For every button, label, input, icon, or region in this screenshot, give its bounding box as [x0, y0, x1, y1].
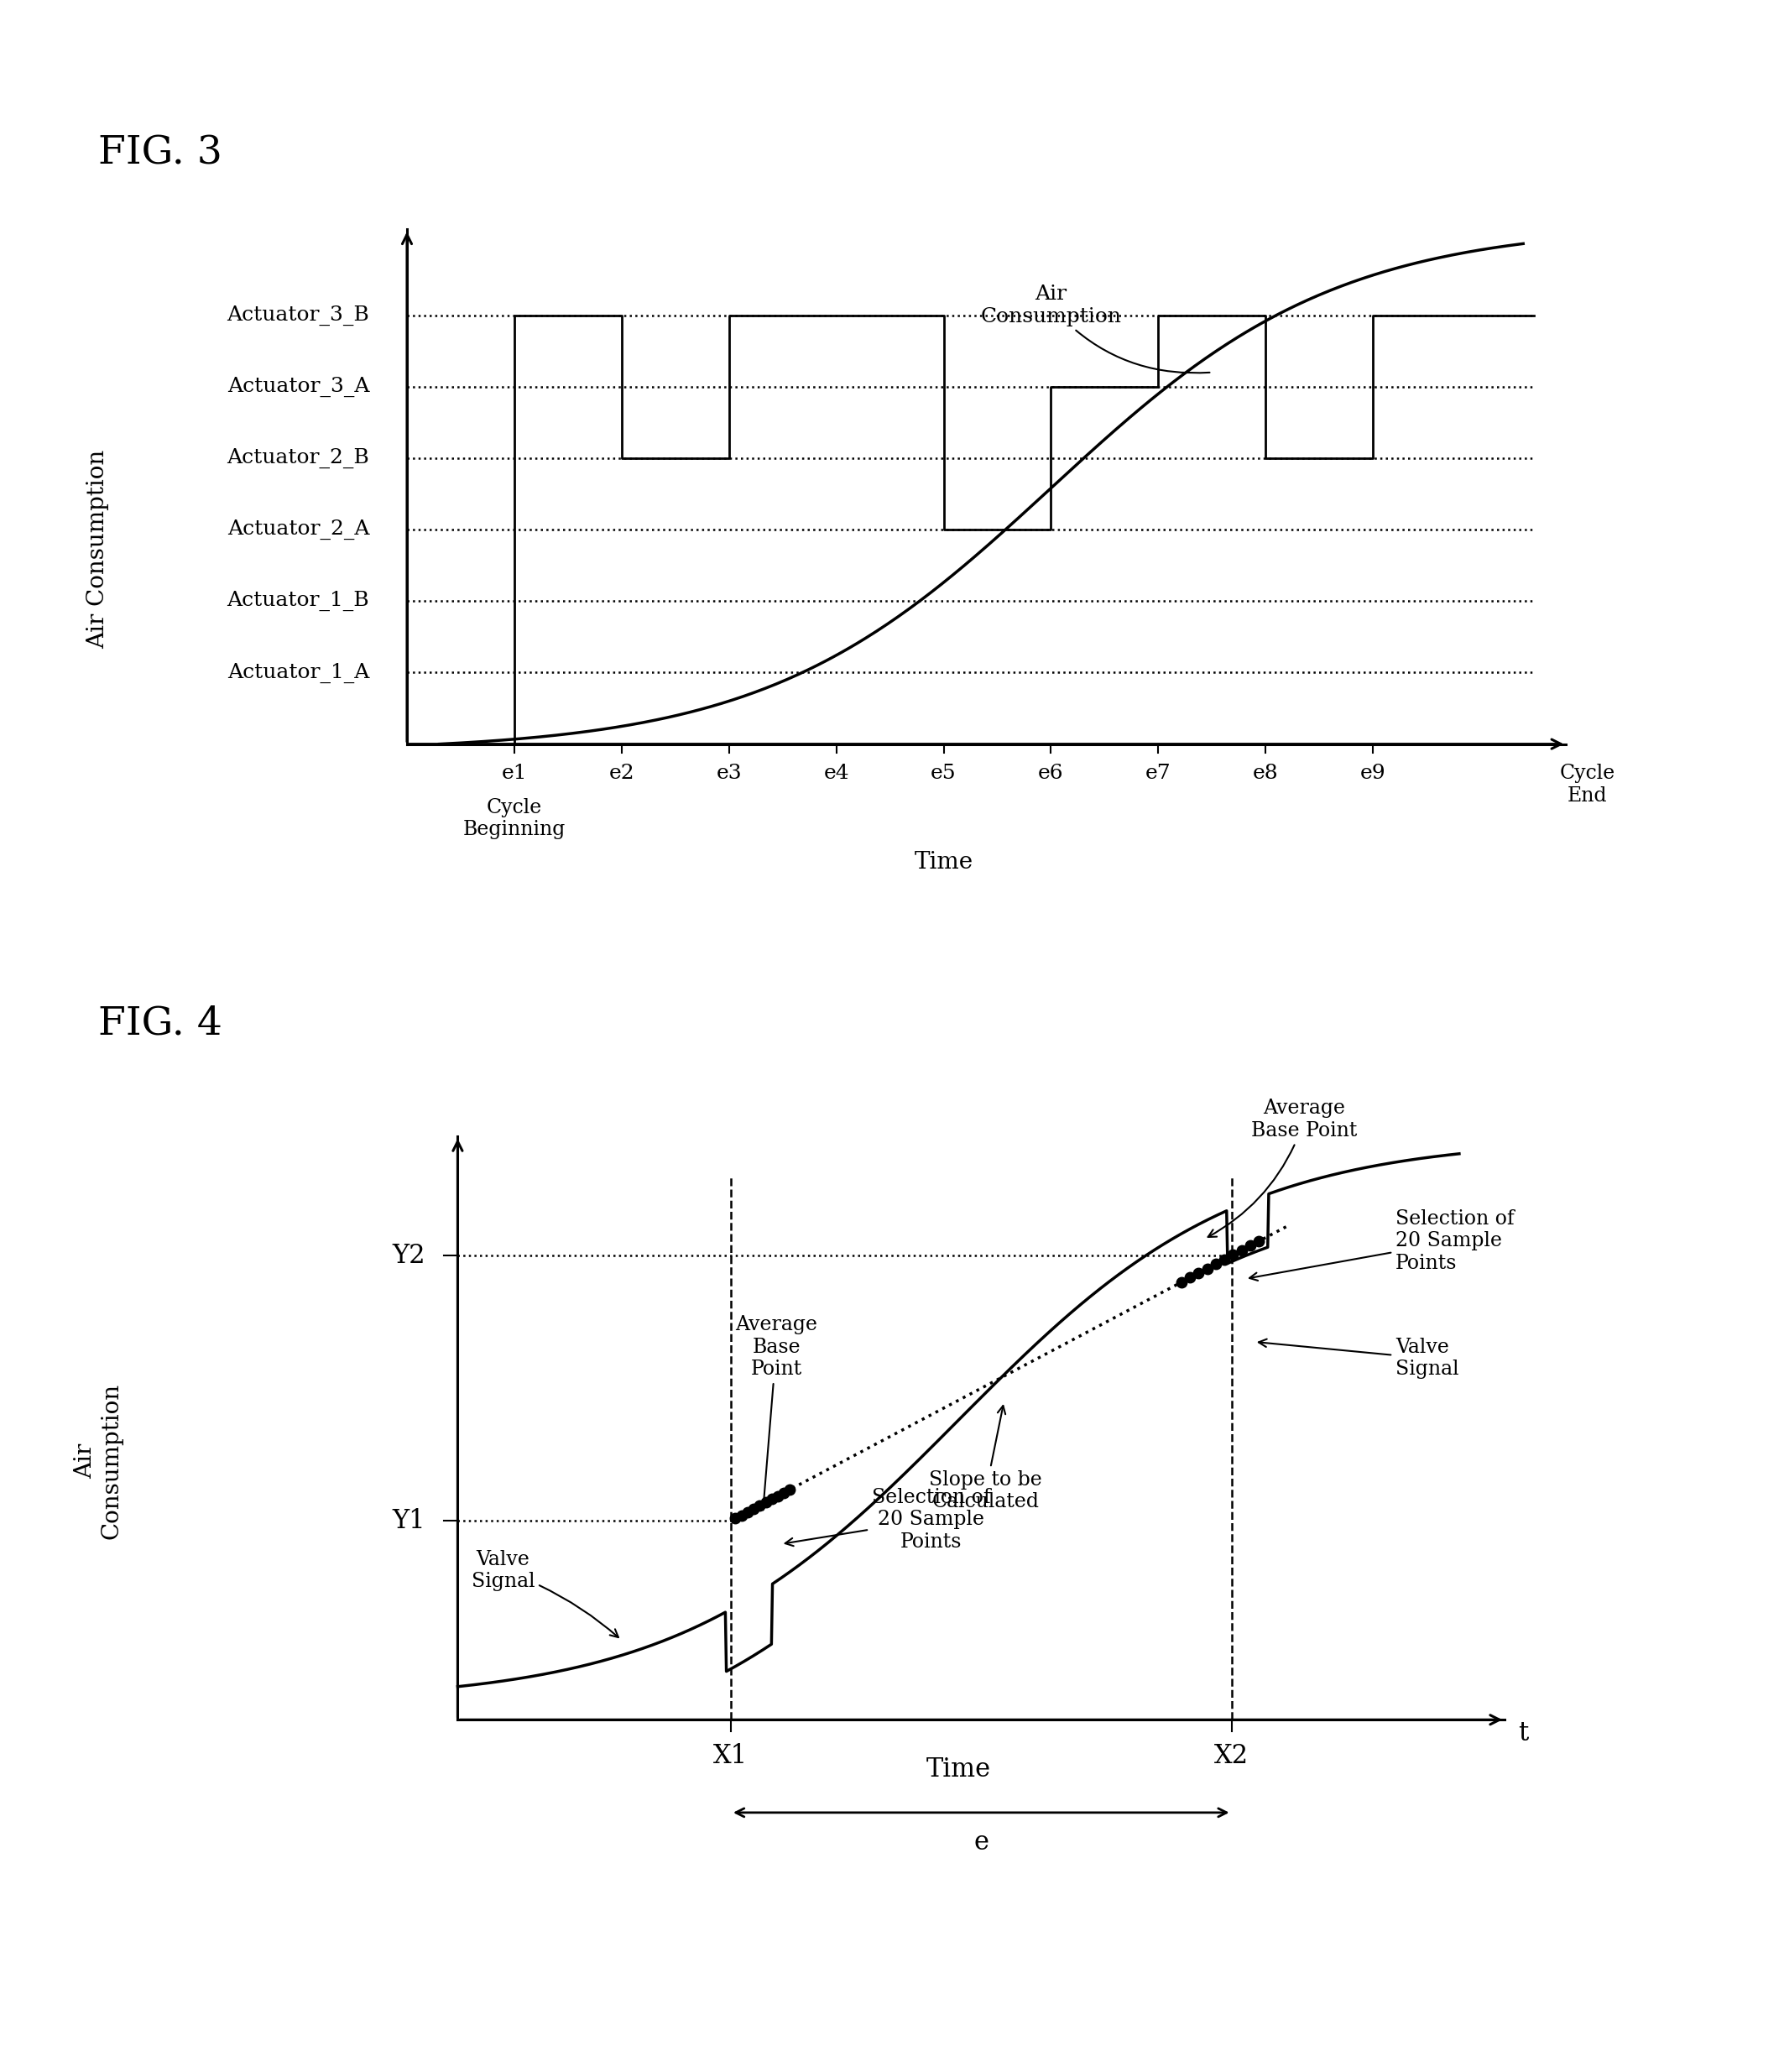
Text: e1: e1 — [501, 765, 526, 783]
Text: e7: e7 — [1145, 765, 1170, 783]
Text: Air
Consumption: Air Consumption — [981, 284, 1210, 373]
Text: e6: e6 — [1038, 765, 1063, 783]
Text: Selection of
20 Sample
Points: Selection of 20 Sample Points — [785, 1488, 990, 1552]
Text: e8: e8 — [1252, 765, 1279, 783]
Text: e4: e4 — [824, 765, 849, 783]
Text: e5: e5 — [931, 765, 956, 783]
Text: Actuator_2_A: Actuator_2_A — [227, 520, 369, 539]
Text: Actuator_3_B: Actuator_3_B — [227, 305, 369, 325]
Text: X1: X1 — [714, 1743, 747, 1769]
Text: Time: Time — [913, 852, 972, 874]
Text: Air Consumption: Air Consumption — [87, 450, 109, 649]
Text: e9: e9 — [1359, 765, 1386, 783]
Text: Average
Base
Point: Average Base Point — [735, 1316, 817, 1510]
Text: Y1: Y1 — [392, 1508, 426, 1533]
Text: Slope to be
Calculated: Slope to be Calculated — [929, 1405, 1042, 1513]
Text: Cycle
Beginning: Cycle Beginning — [464, 798, 566, 839]
Text: Time: Time — [926, 1757, 990, 1782]
Text: FIG. 4: FIG. 4 — [98, 1005, 223, 1042]
Text: FIG. 3: FIG. 3 — [98, 135, 223, 172]
Text: Actuator_1_B: Actuator_1_B — [227, 591, 369, 611]
Text: e2: e2 — [608, 765, 635, 783]
Text: e3: e3 — [715, 765, 742, 783]
Text: X2: X2 — [1215, 1743, 1249, 1769]
Text: Average
Base Point: Average Base Point — [1208, 1098, 1358, 1237]
Text: e: e — [974, 1830, 988, 1854]
Text: Cycle
End: Cycle End — [1559, 765, 1615, 806]
Text: Air
Consumption: Air Consumption — [73, 1382, 123, 1539]
Text: Actuator_1_A: Actuator_1_A — [227, 663, 369, 682]
Text: Valve
Signal: Valve Signal — [1258, 1339, 1459, 1380]
Text: Actuator_3_A: Actuator_3_A — [227, 377, 369, 396]
Text: Selection of
20 Sample
Points: Selection of 20 Sample Points — [1249, 1210, 1515, 1280]
Text: Y2: Y2 — [392, 1243, 426, 1268]
Text: Actuator_2_B: Actuator_2_B — [227, 448, 369, 468]
Text: Valve
Signal: Valve Signal — [471, 1550, 619, 1637]
Text: t: t — [1518, 1720, 1529, 1747]
